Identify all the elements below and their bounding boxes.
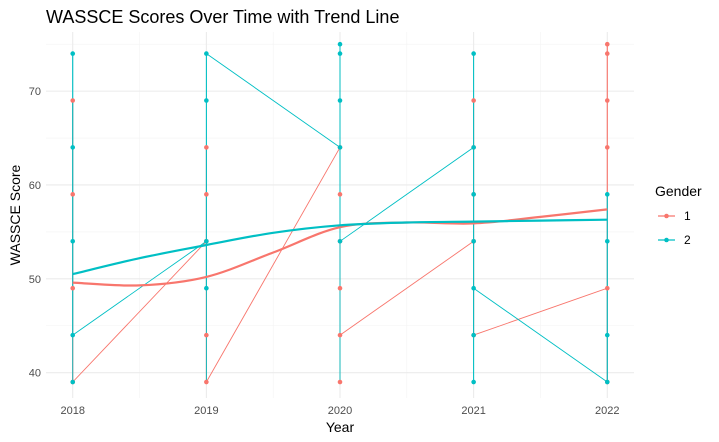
series-1-point (471, 98, 476, 103)
y-tick-label: 40 (29, 368, 41, 380)
series-1-point (337, 379, 343, 385)
series-1-point (70, 285, 76, 291)
series-1-point (604, 41, 610, 47)
series-2-point (471, 238, 476, 244)
series-2-point (604, 192, 610, 197)
y-tick-label: 70 (29, 86, 41, 98)
series-2-point (70, 238, 76, 244)
series-2-point (70, 145, 76, 150)
y-axis-title: WASSCE Score (7, 164, 23, 265)
y-tick-label: 50 (29, 274, 41, 286)
legend-label: 2 (684, 233, 691, 247)
series-2-point (471, 285, 476, 291)
trend-lines (72, 208, 608, 287)
series-1-point (204, 145, 209, 150)
series-1-trend-line (72, 208, 608, 287)
series-2-point (471, 192, 476, 197)
legend-key-point (664, 237, 669, 243)
series-2-trend-line (72, 218, 608, 276)
series-2-point (604, 238, 610, 244)
series-1-point (337, 285, 343, 291)
x-axis-title: Year (326, 419, 355, 435)
series-1-point (604, 51, 610, 56)
data-points (70, 41, 610, 385)
x-tick-label: 2019 (194, 405, 218, 417)
series-2-point (604, 332, 610, 338)
series-1-point (337, 332, 343, 338)
series-2-point (204, 238, 209, 244)
series-1-point (70, 192, 76, 197)
x-tick-label: 2022 (595, 405, 619, 417)
series-2-point (204, 98, 209, 103)
series-1-point (70, 98, 76, 103)
series-2-point (471, 379, 476, 385)
x-tick-label: 2018 (60, 405, 84, 417)
series-1-point (204, 332, 209, 338)
series-2-point (204, 285, 209, 291)
legend-title: Gender (655, 183, 702, 199)
series-2-point (70, 332, 76, 338)
chart-title: WASSCE Scores Over Time with Trend Line (46, 7, 399, 27)
series-1-point (337, 192, 343, 197)
series-2-point (471, 51, 476, 56)
series-1-point (604, 285, 610, 291)
y-tick-label: 60 (29, 180, 41, 192)
x-tick-label: 2021 (461, 405, 485, 417)
legend: Gender 12 (655, 183, 702, 247)
series-1-point (204, 379, 209, 385)
series-2-point (70, 379, 76, 385)
series-2-point (337, 238, 343, 244)
y-axis-ticks: 40 50 60 70 (29, 86, 41, 380)
series-2-point (70, 51, 76, 56)
series-2-point (337, 98, 343, 103)
data-lines (72, 44, 608, 384)
x-axis-ticks: 2018 2019 2020 2021 2022 (60, 405, 619, 417)
series-2-point (604, 379, 610, 385)
series-2-point (471, 145, 476, 150)
series-1-point (604, 98, 610, 103)
series-2-point (204, 51, 209, 56)
legend-label: 1 (684, 209, 691, 223)
x-tick-label: 2020 (328, 405, 352, 417)
series-2-point (337, 41, 343, 47)
legend-items: 12 (658, 209, 691, 247)
series-2-point (337, 51, 343, 56)
series-1-point (604, 145, 610, 150)
series-2-point (337, 145, 343, 150)
legend-key-point (664, 213, 669, 219)
series-2-point (471, 332, 476, 338)
series-1-point (204, 192, 209, 197)
